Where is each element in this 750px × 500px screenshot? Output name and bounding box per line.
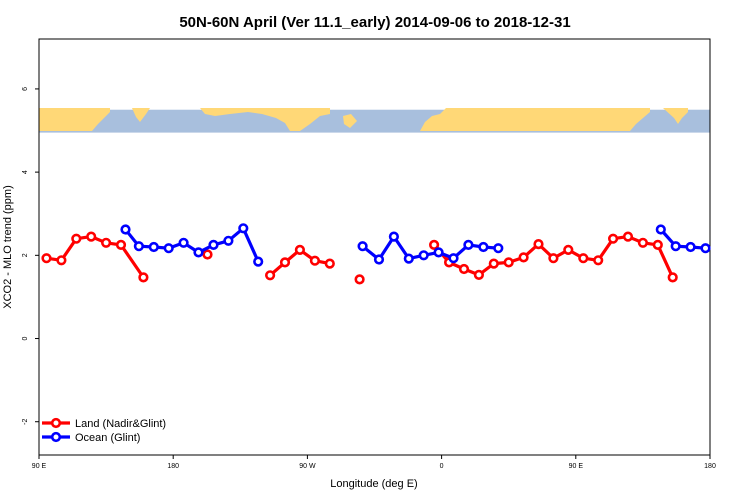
map-land xyxy=(39,108,688,131)
land-point-0-3 xyxy=(86,231,97,242)
x-tick-label-2: 90 W xyxy=(299,463,316,470)
ocean-point-1-5 xyxy=(433,247,444,258)
ocean-series-line-1 xyxy=(361,235,499,262)
land-point-4-4 xyxy=(488,258,499,269)
ocean-point-0-0 xyxy=(120,224,131,235)
y-tick-label-0: -2 xyxy=(22,419,29,425)
land-newfoundland xyxy=(343,114,357,128)
land-point-4-15 xyxy=(652,239,663,250)
ocean-point-1-4 xyxy=(418,250,429,261)
ocean-point-0-7 xyxy=(223,235,234,246)
land-point-4-9 xyxy=(563,244,574,255)
land-point-0-5 xyxy=(115,239,127,250)
land-point-1-0 xyxy=(202,249,213,260)
land-point-4-16 xyxy=(667,272,678,283)
land-europe xyxy=(420,108,650,131)
y-axis-label: XCO2 - MLO trend (ppm) xyxy=(2,185,14,308)
land-siberia-west xyxy=(39,108,110,131)
land-point-0-4 xyxy=(100,237,112,248)
ocean-point-1-9 xyxy=(493,243,504,254)
ocean-point-0-1 xyxy=(133,241,144,252)
x-axis-label: Longitude (deg E) xyxy=(330,478,417,490)
land-legend-label: Land (Nadir&Glint) xyxy=(75,418,166,430)
y-tick-label-1: 0 xyxy=(22,336,29,340)
ocean-point-1-2 xyxy=(388,231,400,242)
ocean-point-0-8 xyxy=(238,223,249,234)
x-tick-label-0: 90 E xyxy=(32,463,47,470)
x-tick-label-4: 90 E xyxy=(569,463,584,470)
land-point-4-7 xyxy=(533,239,544,250)
ocean-point-0-9 xyxy=(253,256,264,267)
ocean-point-0-2 xyxy=(148,241,159,253)
land-point-4-2 xyxy=(458,263,470,275)
ocean-point-0-3 xyxy=(163,243,174,254)
x-tick-label-1: 180 xyxy=(167,463,179,470)
axes: 90 E 180 90 W 0 90 E 180 -2 0 2 4 6 xyxy=(22,87,716,470)
land-alaska-canada xyxy=(200,108,330,131)
x-tick-label-3: 0 xyxy=(440,463,444,470)
land-legend-marker xyxy=(50,417,62,429)
ocean-point-1-0 xyxy=(357,241,368,252)
ocean-point-2-0 xyxy=(655,224,666,235)
land-point-4-14 xyxy=(637,237,649,248)
land-point-2-4 xyxy=(324,258,335,269)
land-point-0-6 xyxy=(138,272,149,283)
y-tick-label-4: 6 xyxy=(22,87,29,91)
land-point-4-6 xyxy=(518,252,529,263)
land-point-2-0 xyxy=(265,270,276,281)
land-point-4-11 xyxy=(593,255,604,266)
ocean-point-1-3 xyxy=(403,253,414,264)
land-point-4-3 xyxy=(473,269,485,281)
land-point-4-0 xyxy=(429,239,440,250)
land-siberia-east xyxy=(663,108,688,124)
land-point-2-3 xyxy=(309,255,321,266)
ocean-point-1-6 xyxy=(448,253,459,264)
ocean-point-2-2 xyxy=(685,241,696,253)
land-point-4-12 xyxy=(607,233,619,244)
land-point-0-1 xyxy=(56,255,67,266)
land-point-4-5 xyxy=(503,257,514,268)
land-point-4-10 xyxy=(578,253,589,264)
ocean-point-2-3 xyxy=(700,243,711,254)
series-layer xyxy=(41,223,711,285)
land-point-2-2 xyxy=(294,244,306,255)
ocean-point-1-1 xyxy=(373,254,385,265)
chart-title: 50N-60N April (Ver 11.1_early) 2014-09-0… xyxy=(179,14,570,31)
ocean-point-1-7 xyxy=(463,239,474,250)
land-point-2-1 xyxy=(279,257,291,268)
ocean-legend-marker xyxy=(50,431,62,443)
world-map-strip xyxy=(39,108,710,133)
land-point-0-0 xyxy=(41,253,52,264)
ocean-point-0-5 xyxy=(193,247,204,258)
land-point-0-2 xyxy=(71,233,82,244)
ocean-point-1-8 xyxy=(478,241,489,253)
land-point-3-0 xyxy=(354,274,365,285)
ocean-point-2-1 xyxy=(670,241,681,252)
land-point-4-13 xyxy=(622,231,634,242)
land-kamchatka xyxy=(132,108,150,122)
ocean-point-0-4 xyxy=(178,237,189,248)
y-tick-label-2: 2 xyxy=(22,253,29,257)
ocean-legend-label: Ocean (Glint) xyxy=(75,432,140,444)
x-tick-label-5: 180 xyxy=(704,463,716,470)
legend: Land (Nadir&Glint) Ocean (Glint) xyxy=(42,417,166,444)
ocean-series-line-2 xyxy=(659,228,706,250)
y-tick-label-3: 4 xyxy=(22,170,29,174)
ocean-series-line-0 xyxy=(124,226,260,263)
land-point-4-8 xyxy=(548,253,559,264)
ocean-point-0-6 xyxy=(208,239,219,250)
